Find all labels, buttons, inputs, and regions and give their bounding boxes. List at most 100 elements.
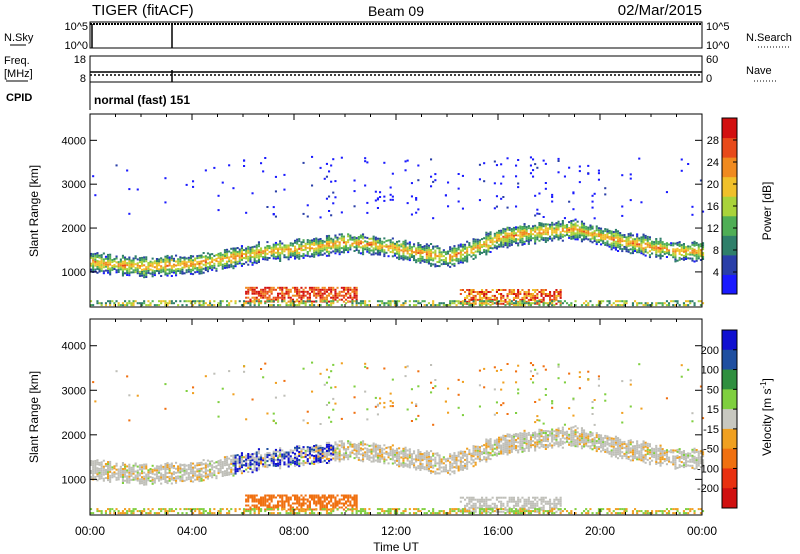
power-echo-cell [404, 249, 407, 252]
power-echo-cell [464, 247, 467, 250]
velocity-echo-cell [355, 498, 358, 501]
velocity-echo-cell [345, 456, 348, 459]
power-echo-cell [634, 238, 637, 241]
power-echo-cell [583, 236, 586, 239]
power-echo-cell [247, 286, 250, 289]
power-echo-cell [612, 302, 615, 305]
power-echo-cell [604, 243, 607, 246]
power-echo-cell [642, 237, 645, 240]
power-echo-cell [234, 300, 237, 303]
velocity-echo-cell [330, 448, 333, 451]
power-echo-cell [434, 253, 437, 256]
power-echo-cell [364, 248, 367, 251]
power-echo-cell [336, 296, 339, 299]
power-echo-cell [430, 252, 433, 255]
velocity-echo-cell [313, 455, 316, 457]
power-echo-cell [487, 302, 490, 305]
power-echo-cell [134, 263, 137, 266]
power-echo-cell [355, 292, 358, 295]
power-echo-cell [255, 298, 258, 301]
power-echo-cell [325, 248, 328, 251]
power-echo-cell [634, 246, 637, 249]
power-echo-cell [291, 302, 294, 305]
power-echo-cell [353, 286, 356, 289]
power-echo-cell [604, 228, 607, 231]
power-echo-cell [281, 298, 284, 301]
power-echo-cell [364, 236, 367, 239]
power-echo-cell [604, 241, 607, 244]
power-echo-cell [141, 256, 144, 259]
velocity-echo-cell [104, 510, 107, 513]
power-echo-cell [629, 199, 632, 202]
velocity-echo-cell [340, 444, 343, 447]
power-echo-cell [689, 247, 692, 250]
velocity-echo-cell [138, 478, 141, 481]
power-echo-cell [538, 304, 541, 307]
power-echo-cell [100, 260, 103, 262]
power-echo-cell [444, 194, 447, 197]
power-echo-cell [379, 300, 382, 303]
power-echo-cell [663, 252, 666, 255]
velocity-echo-cell [202, 508, 205, 511]
velocity-echo-cell [200, 469, 203, 472]
velocity-echo-cell [262, 498, 265, 501]
power-echo-cell [474, 300, 477, 303]
velocity-echo-cell [281, 453, 284, 456]
power-echo-cell [495, 233, 498, 236]
velocity-echo-cell [121, 468, 124, 470]
velocity-echo-cell [266, 500, 269, 503]
power-echo-cell [680, 254, 683, 256]
velocity-echo-cell [172, 510, 175, 513]
velocity-echo-cell [102, 467, 105, 470]
power-echo-cell [328, 246, 331, 249]
power-echo-cell [410, 246, 413, 249]
power-echo-cell [336, 236, 339, 239]
power-echo-cell [489, 298, 492, 301]
power-echo-cell [644, 248, 647, 251]
power-echo-cell [253, 245, 256, 248]
velocity-echo-cell [249, 455, 252, 458]
power-echo-cell [517, 296, 520, 299]
velocity-echo-cell [330, 444, 333, 447]
power-echo-cell [128, 258, 131, 261]
power-echo-cell [466, 246, 469, 249]
power-echo-cell [561, 220, 564, 222]
velocity-echo-cell [255, 459, 258, 462]
velocity-echo-cell [317, 461, 320, 464]
power-echo-cell [438, 304, 441, 307]
velocity-echo-cell [119, 469, 122, 472]
velocity-echo-cell [109, 508, 112, 511]
velocity-echo-cell [351, 512, 354, 515]
power-echo-cell [500, 231, 503, 234]
velocity-echo-cell [359, 512, 362, 515]
velocity-echo-cell [330, 386, 333, 389]
power-echo-cell [425, 251, 428, 254]
velocity-echo-cell [274, 506, 277, 509]
power-echo-cell [508, 236, 511, 239]
power-echo-cell [126, 302, 129, 305]
velocity-echo-cell [183, 473, 186, 476]
power-echo-cell [470, 249, 473, 252]
velocity-echo-cell [294, 462, 297, 465]
power-echo-cell [555, 296, 558, 299]
power-echo-cell [325, 304, 328, 307]
power-echo-cell [226, 300, 229, 303]
power-echo-cell [455, 249, 458, 252]
power-echo-cell [532, 289, 535, 291]
power-echo-cell [92, 304, 95, 307]
power-echo-cell [542, 291, 545, 293]
velocity-echo-cell [247, 455, 250, 457]
power-echo-cell [289, 290, 292, 293]
velocity-echo-cell [313, 463, 316, 465]
velocity-echo-cell [279, 459, 282, 462]
power-echo-cell [98, 254, 101, 257]
velocity-echo-cell [194, 508, 197, 511]
power-echo-cell [92, 265, 95, 268]
power-echo-cell [421, 252, 424, 254]
power-echo-cell [438, 265, 441, 268]
power-echo-cell [247, 255, 250, 258]
power-echo-cell [268, 300, 271, 303]
power-echo-cell [183, 262, 186, 265]
velocity-echo-cell [345, 502, 348, 505]
velocity-echo-cell [383, 462, 386, 465]
